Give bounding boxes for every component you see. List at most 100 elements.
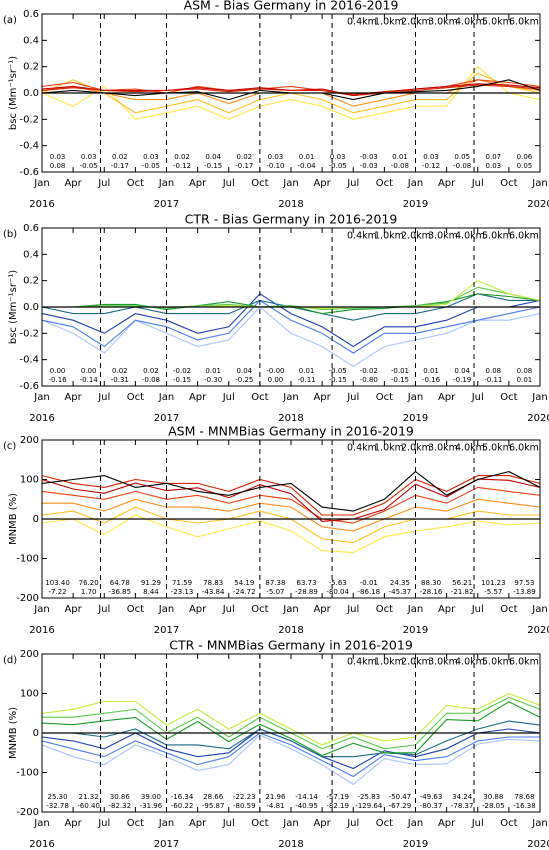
x-tick-label: Apr xyxy=(189,392,207,403)
annotation-value: 0.08 xyxy=(486,367,502,375)
annotation-value: -45.37 xyxy=(389,588,412,596)
x-tick-label: Jul xyxy=(222,178,235,189)
annotation-value: -31.96 xyxy=(140,802,163,810)
y-tick-label: -0.2 xyxy=(19,328,39,339)
annotation-value: -60.40 xyxy=(77,802,100,810)
legend-entry: 1.0km xyxy=(374,657,404,668)
x-tick-label: Jan xyxy=(407,818,423,829)
y-tick-label: -100 xyxy=(16,554,39,565)
annotation-value: -0.05 xyxy=(329,367,347,375)
plot-frame xyxy=(41,653,541,813)
annotation-value: -67.29 xyxy=(389,802,412,810)
annotation-value: -28.89 xyxy=(295,588,318,596)
series-line xyxy=(42,514,540,554)
series-line xyxy=(42,732,540,778)
annotation-value: 0.00 xyxy=(50,367,66,375)
plot-area xyxy=(42,470,540,554)
legend-entry: 2.0km xyxy=(401,443,431,454)
annotation-value: 0.03 xyxy=(423,153,439,161)
panel-label: (b) xyxy=(3,229,17,240)
panel-label: (d) xyxy=(3,655,17,666)
y-tick-label: 0.4 xyxy=(23,35,39,46)
annotation-value: -0.19 xyxy=(453,376,471,384)
x-tick-label: Oct xyxy=(127,818,144,829)
y-tick-label: 100 xyxy=(20,475,39,486)
y-tick-label: 0.4 xyxy=(23,249,39,260)
annotation-value: -22.23 xyxy=(233,793,256,801)
series-line xyxy=(42,475,540,516)
annotation-value: -0.03 xyxy=(360,153,378,161)
annotation-value: 76.20 xyxy=(79,579,99,587)
x-tick-label: Oct xyxy=(500,604,517,615)
x-tick-label: Oct xyxy=(251,392,268,403)
annotation-value: -0.05 xyxy=(329,162,347,170)
y-tick-label: 100 xyxy=(20,689,39,700)
annotation-value: -0.11 xyxy=(298,376,316,384)
y-tick-label: -0.4 xyxy=(19,141,39,152)
annotation-value: 0.01 xyxy=(299,153,315,161)
year-label: 2020 xyxy=(527,413,549,424)
annotation-value: 0.00 xyxy=(268,376,284,384)
x-tick-label: Apr xyxy=(189,178,207,189)
annotation-value: -25.83 xyxy=(358,793,381,801)
annotation-value: 28.66 xyxy=(203,793,224,801)
annotation-value: 0.04 xyxy=(454,367,470,375)
annotation-value: 0.02 xyxy=(174,153,190,161)
annotation-value: -0.80 xyxy=(360,376,378,384)
x-tick-label: Apr xyxy=(313,392,331,403)
annotation-value: -95.87 xyxy=(202,802,225,810)
annotation-value: 0.01 xyxy=(205,367,221,375)
x-tick-label: Jan xyxy=(531,818,547,829)
annotation-value: -16.34 xyxy=(171,793,194,801)
x-tick-label: Apr xyxy=(64,392,82,403)
annotation-value: -5.07 xyxy=(266,588,284,596)
annotation-value: -50.47 xyxy=(389,793,412,801)
x-tick-label: Jul xyxy=(222,392,235,403)
y-tick-label: -200 xyxy=(16,807,39,818)
legend-entry: 5.0km xyxy=(482,657,512,668)
annotation-value: 0.01 xyxy=(517,376,533,384)
legend-entry: 3.0km xyxy=(428,17,458,28)
legend-entry: 6.0km xyxy=(509,17,539,28)
series-line xyxy=(42,478,540,522)
series-line xyxy=(42,286,540,311)
annotation-value: -40.95 xyxy=(295,802,318,810)
annotation-value: -0.15 xyxy=(204,162,222,170)
y-axis-label: bsc (Mm⁻¹sr⁻¹) xyxy=(8,56,19,130)
legend-entry: 0.4km xyxy=(347,17,377,28)
annotation-value: 0.06 xyxy=(517,153,533,161)
annotation-value: -0.14 xyxy=(80,376,99,384)
annotation-value: 1.70 xyxy=(81,588,97,596)
x-tick-label: Oct xyxy=(127,392,144,403)
y-tick-label: -0.6 xyxy=(19,381,39,392)
annotation-value: 97.53 xyxy=(514,579,534,587)
annotation-value: 0.01 xyxy=(392,153,408,161)
legend-entry: 6.0km xyxy=(509,443,539,454)
y-tick-label: 0.0 xyxy=(23,302,39,313)
annotation-value: 0.02 xyxy=(143,367,159,375)
legend-entry: 1.0km xyxy=(374,231,404,242)
plot-frame xyxy=(41,13,541,173)
legend-entry: 1.0km xyxy=(374,17,404,28)
legend-entry: 4.0km xyxy=(455,657,485,668)
x-tick-label: Apr xyxy=(64,178,82,189)
x-tick-label: Jul xyxy=(97,818,110,829)
x-tick-label: Oct xyxy=(251,178,268,189)
x-tick-label: Oct xyxy=(376,604,393,615)
year-label: 2017 xyxy=(154,625,179,636)
annotation-value: -49.63 xyxy=(420,793,443,801)
x-tick-label: Oct xyxy=(376,178,393,189)
annotation-value: -0.15 xyxy=(391,376,409,384)
annotation-value: -4.81 xyxy=(266,802,284,810)
annotation-value: -80.37 xyxy=(420,802,443,810)
year-label: 2017 xyxy=(154,413,179,424)
annotation-value: -0.31 xyxy=(111,376,129,384)
legend-entry: 3.0km xyxy=(428,443,458,454)
x-tick-label: Jul xyxy=(97,392,110,403)
series-line xyxy=(42,486,540,524)
annotation-value: 8.44 xyxy=(143,588,159,596)
x-tick-label: Jan xyxy=(531,604,547,615)
y-tick-label: 0 xyxy=(33,514,39,525)
annotation-value: -0.04 xyxy=(298,162,317,170)
x-tick-label: Apr xyxy=(438,604,456,615)
